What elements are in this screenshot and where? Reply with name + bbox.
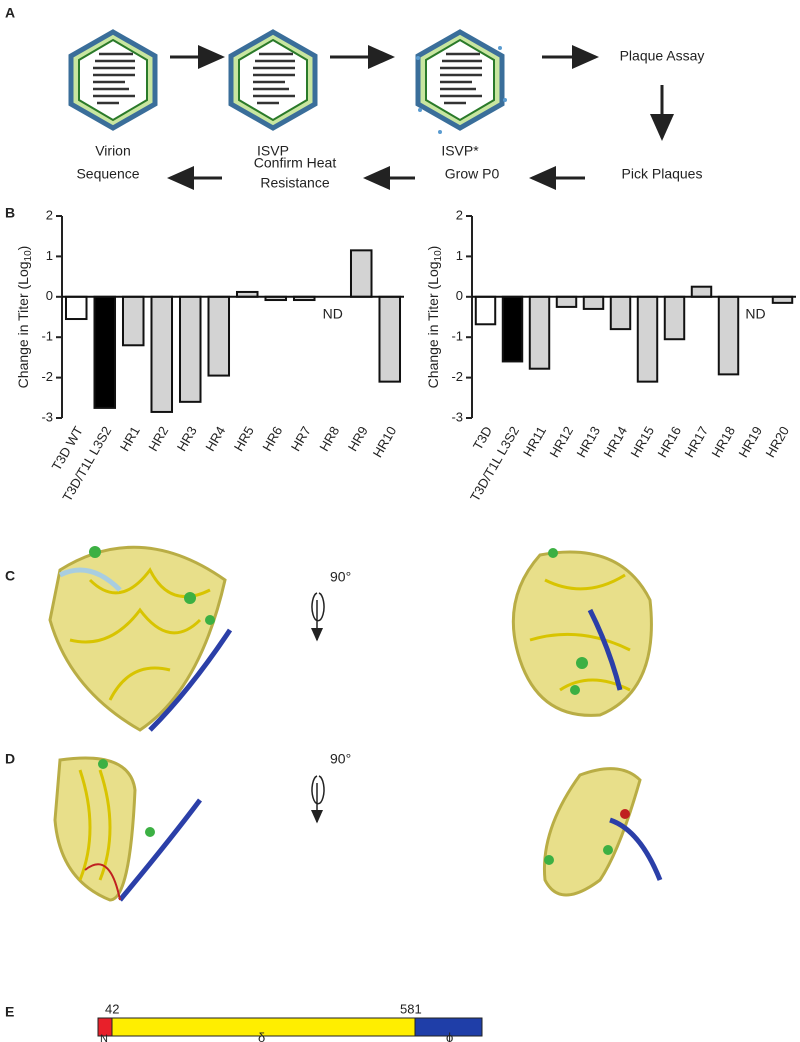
step-label: Grow P0: [445, 166, 500, 182]
panel-label: B: [5, 205, 15, 221]
x-tick-label: HR6: [259, 424, 285, 454]
bar: [121, 295, 145, 347]
y-tick-label: 0: [456, 288, 463, 303]
y-tick-label: 2: [456, 207, 463, 222]
bar: [690, 285, 713, 298]
step-label: ISVP*: [441, 143, 479, 159]
step-label: Virion: [95, 143, 131, 159]
bar: [207, 295, 231, 377]
y-tick-label: -2: [451, 369, 463, 384]
bar: [582, 295, 605, 310]
bar: [528, 295, 551, 370]
domain-label: δ: [258, 1030, 265, 1042]
y-axis-label-end: ): [425, 246, 441, 251]
y-axis-label: Change in Titer (Log10): [15, 246, 34, 389]
rotation-icon: [312, 592, 324, 822]
y-tick-label: 1: [46, 248, 53, 263]
bar: [178, 295, 202, 403]
x-tick-label: HR15: [627, 424, 657, 460]
x-tick-label: HR5: [231, 424, 257, 454]
x-tick-label: HR14: [600, 424, 630, 460]
panel-label: E: [5, 1004, 14, 1020]
y-tick-label: -3: [41, 409, 53, 424]
step-label: Confirm Heat: [254, 155, 337, 171]
step-label: ISVP: [257, 143, 289, 159]
bar: [636, 295, 659, 383]
y-axis-label-sub: 10: [433, 250, 444, 262]
x-tick-label: HR18: [708, 424, 738, 460]
arrows: [167, 45, 674, 190]
step-label: Resistance: [260, 175, 329, 191]
bar: [150, 295, 174, 413]
x-tick-label: HR10: [370, 424, 400, 460]
bar: [555, 295, 578, 308]
y-tick-label: 0: [46, 288, 53, 303]
virus-icons: [71, 32, 507, 134]
x-tick-label: T3D: [470, 424, 495, 453]
x-tick-label: HR4: [202, 424, 228, 454]
x-tick-label: HR19: [735, 424, 765, 460]
y-tick-label: -2: [41, 369, 53, 384]
panel-label: D: [5, 751, 15, 767]
x-tick-label: HR8: [316, 424, 342, 454]
y-tick-label: 2: [46, 207, 53, 222]
bar: [717, 295, 740, 376]
bar: [64, 295, 88, 321]
bar: [501, 295, 524, 363]
missing-label: ND: [745, 306, 765, 322]
missing-label: ND: [323, 306, 343, 322]
rotation-label: 90°: [330, 751, 351, 767]
rotation-label: 90°: [330, 569, 351, 585]
x-tick-label: HR1: [117, 424, 143, 454]
y-axis-label-end: ): [15, 246, 31, 251]
y-axis-label: Change in Titer (Log10): [425, 246, 444, 389]
domain-label: ϕ: [446, 1030, 453, 1042]
x-tick-label: HR9: [345, 424, 371, 454]
panel-label: C: [5, 568, 15, 584]
y-tick-label: 1: [456, 248, 463, 263]
boundary-label: 581: [400, 1001, 422, 1016]
y-tick-label: -1: [451, 329, 463, 344]
x-tick-label: HR13: [573, 424, 603, 460]
x-tick-label: HR20: [762, 424, 792, 460]
y-axis-label-text: Change in Titer (Log: [425, 261, 441, 388]
bar: [474, 295, 497, 326]
bar: [93, 295, 117, 409]
y-tick-label: -3: [451, 409, 463, 424]
domain-label: N: [100, 1033, 108, 1042]
x-tick-label: HR17: [681, 424, 711, 460]
step-label: Plaque Assay: [620, 48, 705, 64]
y-axis-label-text: Change in Titer (Log: [15, 261, 31, 388]
step-label: Pick Plaques: [622, 166, 703, 182]
bar: [663, 295, 686, 341]
x-tick-label: HR12: [546, 424, 576, 460]
panel-label: A: [5, 5, 15, 21]
x-tick-label: HR2: [145, 424, 171, 454]
x-tick-label: HR11: [520, 424, 549, 459]
bar: [609, 295, 632, 331]
boundary-label: 42: [105, 1001, 119, 1016]
x-tick-label: HR3: [174, 424, 200, 454]
step-label: Sequence: [76, 166, 139, 182]
x-tick-label: HR7: [288, 424, 314, 454]
bar: [349, 249, 373, 298]
y-tick-label: -1: [41, 329, 53, 344]
protein-structures: [48, 545, 663, 902]
domain-map: [97, 1017, 483, 1037]
x-tick-label: HR16: [654, 424, 684, 460]
y-axis-label-sub: 10: [23, 250, 34, 262]
bar: [378, 295, 402, 383]
